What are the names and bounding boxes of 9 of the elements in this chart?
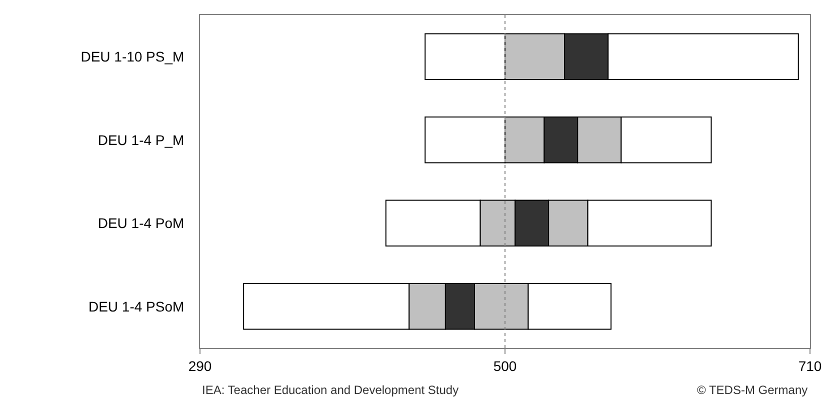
y-tick-label: DEU 1-4 PoM — [98, 215, 184, 232]
y-tick-label: DEU 1-4 PSoM — [88, 298, 184, 314]
x-tick-label: 290 — [188, 358, 212, 374]
x-tick-label: 500 — [493, 358, 517, 374]
text: IEA: Teacher Education and Development Study — [202, 383, 459, 397]
text: © TEDS-M Germany — [697, 383, 808, 397]
y-tick-label: DEU 1-10 PS_M — [80, 48, 184, 65]
y-tick-label: DEU 1-4 P_M — [98, 132, 184, 148]
x-tick-label: 710 — [798, 358, 822, 374]
